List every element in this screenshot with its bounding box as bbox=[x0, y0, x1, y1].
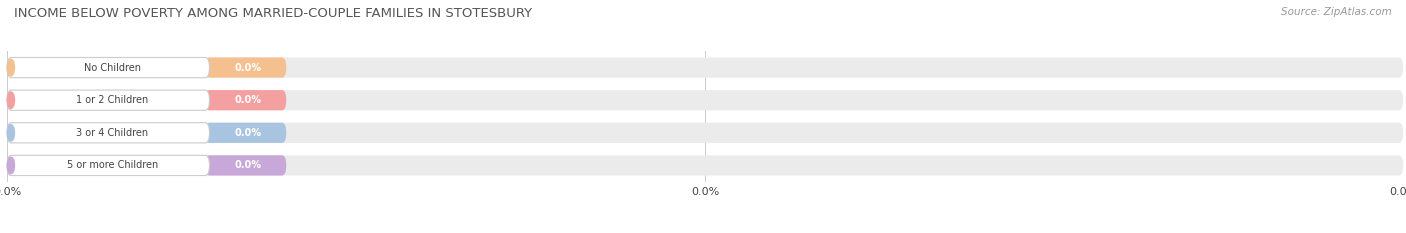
Text: 0.0%: 0.0% bbox=[235, 95, 262, 105]
FancyBboxPatch shape bbox=[7, 58, 209, 78]
FancyBboxPatch shape bbox=[7, 90, 1403, 110]
Text: 0.0%: 0.0% bbox=[235, 161, 262, 170]
FancyBboxPatch shape bbox=[7, 90, 209, 110]
Circle shape bbox=[7, 92, 14, 109]
FancyBboxPatch shape bbox=[7, 123, 209, 143]
FancyBboxPatch shape bbox=[205, 123, 287, 143]
Text: No Children: No Children bbox=[84, 63, 141, 72]
Text: 5 or more Children: 5 or more Children bbox=[66, 161, 157, 170]
FancyBboxPatch shape bbox=[205, 155, 287, 175]
Circle shape bbox=[7, 157, 14, 174]
FancyBboxPatch shape bbox=[7, 155, 209, 175]
Text: 0.0%: 0.0% bbox=[235, 63, 262, 72]
FancyBboxPatch shape bbox=[205, 58, 287, 78]
Text: 0.0%: 0.0% bbox=[235, 128, 262, 138]
FancyBboxPatch shape bbox=[7, 58, 1403, 78]
FancyBboxPatch shape bbox=[7, 155, 1403, 175]
Text: Source: ZipAtlas.com: Source: ZipAtlas.com bbox=[1281, 7, 1392, 17]
FancyBboxPatch shape bbox=[205, 90, 287, 110]
FancyBboxPatch shape bbox=[7, 123, 1403, 143]
Text: 1 or 2 Children: 1 or 2 Children bbox=[76, 95, 149, 105]
Circle shape bbox=[7, 124, 14, 141]
Text: 3 or 4 Children: 3 or 4 Children bbox=[76, 128, 149, 138]
Circle shape bbox=[7, 59, 14, 76]
Text: INCOME BELOW POVERTY AMONG MARRIED-COUPLE FAMILIES IN STOTESBURY: INCOME BELOW POVERTY AMONG MARRIED-COUPL… bbox=[14, 7, 533, 20]
